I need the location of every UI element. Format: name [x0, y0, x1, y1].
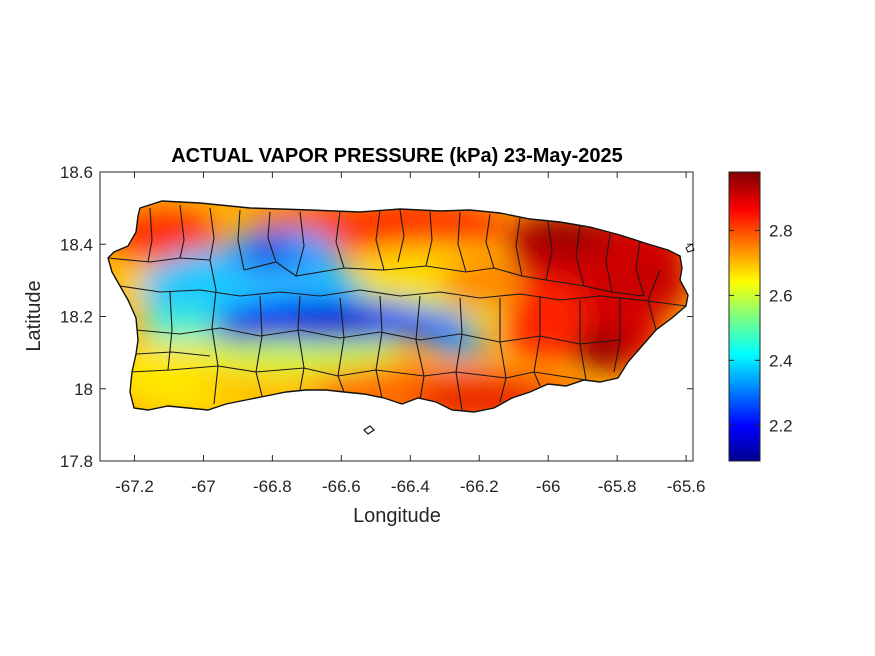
colorbar-tick-label: 2.6 [769, 286, 793, 305]
chart-title: ACTUAL VAPOR PRESSURE (kPa) 23-May-2025 [171, 145, 623, 167]
municipality-boundaries [108, 204, 687, 411]
x-tick-label: -67.2 [115, 477, 154, 496]
y-axis-label: Latitude [23, 280, 45, 351]
y-axis-ticks: 17.8 18 18.2 18.4 18.6 [60, 163, 693, 471]
y-tick-label: 17.8 [60, 452, 93, 471]
x-tick-label: -66.8 [253, 477, 292, 496]
colorbar-ticks: 2.2 2.4 2.6 2.8 [729, 221, 793, 435]
caja-de-muertos-outline [363, 425, 375, 435]
colorbar [729, 172, 760, 461]
x-tick-label: -65.8 [598, 477, 637, 496]
colorbar-frame [728, 171, 761, 462]
x-tick-label: -67 [191, 477, 216, 496]
x-axis-ticks: -67.2 -67 -66.8 -66.6 -66.4 -66.2 -66 -65.8 -65.… [115, 172, 705, 496]
y-tick-label: 18.4 [60, 235, 93, 254]
colorbar-tick-label: 2.4 [769, 351, 793, 370]
y-tick-label: 18 [74, 380, 93, 399]
colorbar-tick-label: 2.8 [769, 221, 793, 240]
x-tick-label: -66.2 [460, 477, 499, 496]
x-tick-label: -66.6 [322, 477, 361, 496]
y-tick-label: 18.6 [60, 163, 93, 182]
x-tick-label: -66 [536, 477, 561, 496]
x-tick-label: -66.4 [391, 477, 430, 496]
vapor-pressure-field [108, 201, 688, 412]
x-axis-label: Longitude [353, 505, 441, 527]
x-tick-label: -65.6 [667, 477, 706, 496]
y-tick-label: 18.2 [60, 308, 93, 327]
islet-outline [685, 243, 695, 253]
colorbar-tick-label: 2.2 [769, 416, 793, 435]
